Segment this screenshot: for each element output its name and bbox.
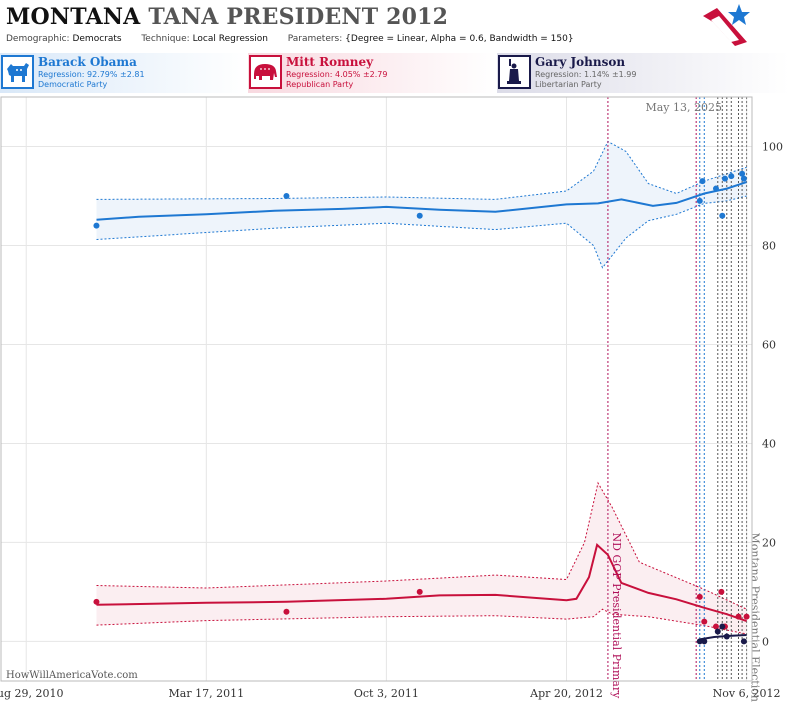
y-tick-label: 80 xyxy=(762,239,776,252)
candidate-legend: Barack Obama Regression: 92.79% ±2.81 De… xyxy=(0,53,789,93)
poll-point xyxy=(735,613,742,620)
poll-point xyxy=(719,212,726,219)
event-label: ND GOP Presidential Primary xyxy=(610,533,623,700)
confidence-band xyxy=(96,483,747,634)
parameters-line: Demographic: Democrats Technique: Local … xyxy=(6,34,574,44)
poll-point xyxy=(712,185,719,192)
poll-point xyxy=(743,613,750,620)
candidate-name: Mitt Romney xyxy=(286,55,374,69)
title-rest: TANA PRESIDENT 2012 xyxy=(148,4,449,30)
technique-label: Technique: xyxy=(141,34,190,44)
poll-point xyxy=(283,192,290,199)
chart-header: MONTANA TANA PRESIDENT 2012 Demographic:… xyxy=(0,0,789,50)
poll-point xyxy=(696,638,703,645)
chart-title: MONTANA TANA PRESIDENT 2012 xyxy=(6,4,448,30)
regression-line xyxy=(699,634,747,641)
poll-point xyxy=(93,598,100,605)
candidate-johnson: Gary Johnson Regression: 1.14% ±1.99 Lib… xyxy=(497,53,789,93)
candidate-romney: Mitt Romney Regression: 4.05% ±2.79 Repu… xyxy=(248,53,496,93)
poll-point xyxy=(696,593,703,600)
site-logo-icon xyxy=(703,4,750,46)
candidate-name: Barack Obama xyxy=(38,55,137,69)
poll-points xyxy=(93,170,750,645)
poll-point xyxy=(719,623,726,630)
poll-point xyxy=(416,588,423,595)
poll-point xyxy=(93,222,100,229)
x-tick-label: Apr 20, 2012 xyxy=(529,687,603,700)
technique-value: Local Regression xyxy=(192,34,268,44)
poll-point xyxy=(712,623,719,630)
x-tick-label: Oct 3, 2011 xyxy=(354,687,419,700)
poll-point xyxy=(728,173,735,180)
regression-line xyxy=(96,543,747,623)
y-tick-label: 40 xyxy=(762,437,776,450)
poll-point xyxy=(718,588,725,595)
axis-labels: 0 20 40 60 80 100 Aug 29, 2010 Mar 17, 2011 Oct … xyxy=(0,140,783,701)
x-tick-label: Nov 6, 2012 xyxy=(713,687,781,700)
demographic-label: Demographic: xyxy=(6,34,70,44)
candidate-name: Gary Johnson xyxy=(535,55,626,69)
candidate-party: Libertarian Party xyxy=(535,80,602,89)
candidate-party: Democratic Party xyxy=(38,80,108,89)
poll-point xyxy=(714,628,721,635)
event-label: Montana Presidential Election xyxy=(749,533,762,702)
poll-point xyxy=(739,170,746,177)
poll-point xyxy=(283,608,290,615)
poll-point xyxy=(721,175,728,182)
poll-point xyxy=(740,638,747,645)
elephant-icon xyxy=(249,55,282,89)
watermark: HowWillAmericaVote.com xyxy=(6,670,138,681)
candidate-regression: Regression: 4.05% ±2.79 xyxy=(286,70,388,79)
poll-point xyxy=(701,618,708,625)
x-tick-label: Aug 29, 2010 xyxy=(0,687,63,700)
demographic-value: Democrats xyxy=(72,34,122,44)
y-tick-label: 100 xyxy=(762,140,783,153)
poll-point xyxy=(696,197,703,204)
title-state: MONTANA xyxy=(6,4,141,30)
poll-point xyxy=(699,178,706,185)
y-tick-label: 0 xyxy=(762,635,769,648)
candidate-regression: Regression: 92.79% ±2.81 xyxy=(38,70,145,79)
liberty-statue-icon xyxy=(498,55,531,89)
date-stamp: May 13, 2025 xyxy=(645,101,722,114)
plot-frame xyxy=(0,96,753,682)
band-lower-bound xyxy=(96,195,747,269)
regression-line xyxy=(96,181,747,221)
parameters-value: {Degree = Linear, Alpha = 0.6, Bandwidth… xyxy=(345,34,574,44)
donkey-icon xyxy=(1,55,34,89)
band-lower-bound xyxy=(96,608,747,635)
poll-point xyxy=(723,633,730,640)
poll-point xyxy=(740,175,747,182)
band-upper-bound xyxy=(96,481,747,610)
candidate-obama: Barack Obama Regression: 92.79% ±2.81 De… xyxy=(0,53,248,93)
poll-point xyxy=(416,212,423,219)
y-tick-label: 20 xyxy=(762,536,776,549)
candidate-regression: Regression: 1.14% ±1.99 xyxy=(535,70,637,79)
poll-point xyxy=(701,638,708,645)
candidate-party: Republican Party xyxy=(286,80,354,89)
parameters-label: Parameters: xyxy=(287,34,343,44)
regression-lines xyxy=(96,181,747,641)
confidence-band xyxy=(96,141,747,268)
regression-chart: 0 20 40 60 80 100 Aug 29, 2010 Mar 17, 2011 Oct … xyxy=(0,96,783,702)
x-tick-label: Mar 17, 2011 xyxy=(169,687,245,700)
y-tick-label: 60 xyxy=(762,338,776,351)
